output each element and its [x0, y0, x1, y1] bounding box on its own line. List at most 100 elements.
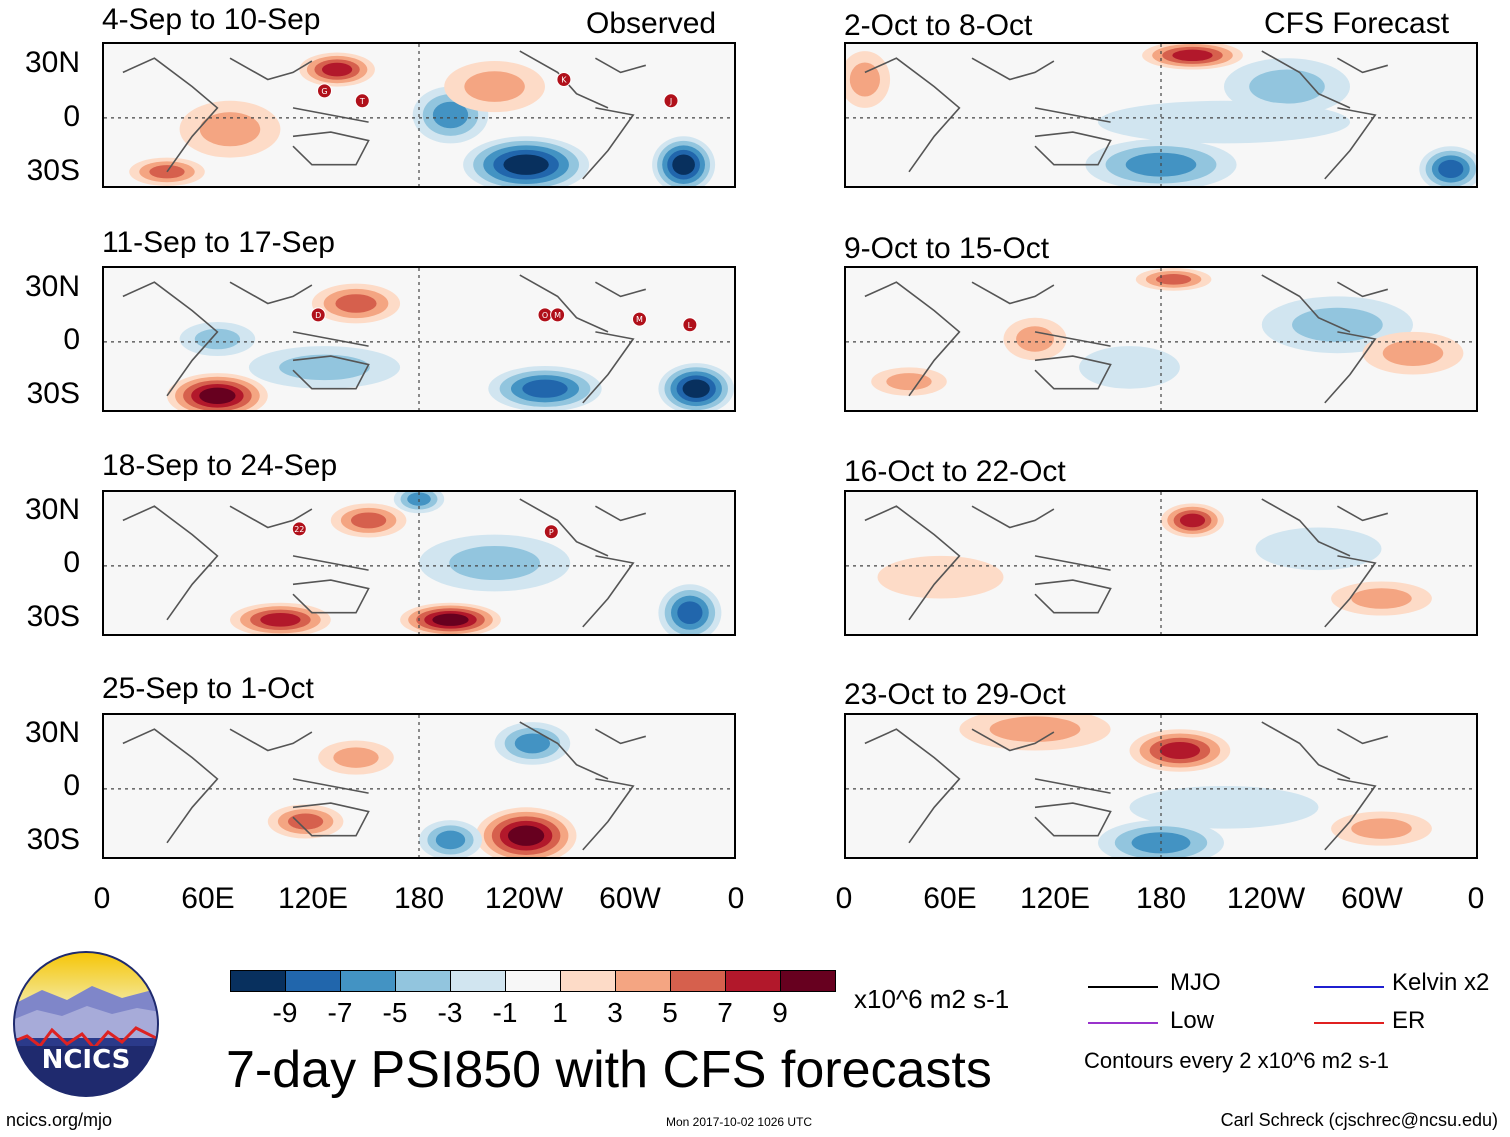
map-plot: [844, 713, 1478, 859]
storm-marker-icon: O: [537, 307, 553, 323]
x-tick-label: 120E: [277, 882, 349, 915]
storm-marker-icon: G: [317, 83, 332, 99]
storm-marker-icon: K: [556, 72, 572, 87]
x-tick-label: 60E: [181, 882, 235, 915]
anomaly-contour: [1129, 786, 1319, 829]
y-tick-label: 30N: [24, 46, 80, 79]
y-tick-label: 30S: [26, 600, 80, 633]
colorbar-swatch: [340, 970, 396, 992]
storm-marker-icon: D: [310, 307, 326, 323]
storm-marker-icon: 22: [291, 521, 307, 537]
storm-label: L: [688, 321, 693, 330]
page-title: 7-day PSI850 with CFS forecasts: [226, 1041, 992, 1099]
anomaly-contour: [287, 813, 324, 830]
anomaly-contour: [522, 379, 568, 398]
coastline: [122, 274, 647, 404]
anomaly-contour: [1016, 326, 1054, 352]
anomaly-contour: [1255, 527, 1382, 571]
anomaly-contour: [335, 294, 377, 313]
colorbar-swatch: [230, 970, 286, 992]
map-plot: [844, 490, 1478, 636]
y-tick-label: 0: [63, 100, 80, 133]
y-tick-label: 30S: [26, 154, 80, 187]
anomaly-contour: [1351, 588, 1412, 609]
storm-label: K: [561, 76, 567, 85]
colorbar-swatch: [560, 970, 616, 992]
colorbar-tick-label: -1: [492, 997, 518, 1028]
storm-label: P: [549, 528, 554, 537]
colorbar-tick-label: -5: [382, 997, 408, 1028]
panel-title: 2-Oct to 8-Oct: [844, 9, 1033, 42]
x-tick-label: 180: [1135, 882, 1187, 915]
footer-author: Carl Schreck (cjschrec@ncsu.edu): [1220, 1110, 1498, 1130]
anomaly-contour: [321, 62, 353, 77]
panel-title: 23-Oct to 29-Oct: [844, 678, 1066, 711]
anomaly-contour: [199, 387, 236, 404]
anomaly-contour: [1249, 69, 1325, 104]
anomaly-contour: [464, 71, 525, 102]
storm-label: J: [669, 97, 672, 106]
y-tick-label: 30N: [24, 270, 80, 303]
logo-text: NCICS: [42, 1045, 131, 1075]
colorbar-units: x10^6 m2 s-1: [854, 984, 1010, 1014]
x-tick-label: 0: [727, 882, 745, 915]
colorbar-tick-label: -9: [272, 997, 298, 1028]
x-tick-label: 180: [393, 882, 445, 915]
storm-label: T: [359, 97, 365, 106]
map-plot: [844, 266, 1478, 412]
colorbar-tick-label: 9: [772, 997, 788, 1028]
anomaly-contour: [279, 354, 370, 381]
colorbar-swatch: [285, 970, 341, 992]
map-plot: [844, 42, 1478, 188]
footer-url[interactable]: ncics.org/mjo: [6, 1110, 113, 1130]
colorbar-tick-label: 1: [552, 997, 568, 1028]
colorbar-swatch: [780, 970, 836, 992]
legend-label-low: Low: [1170, 1007, 1215, 1034]
storm-label: D: [315, 311, 321, 320]
storm-label: M: [554, 311, 561, 320]
anomaly-contour: [1179, 513, 1206, 528]
colorbar-swatch: [670, 970, 726, 992]
x-tick-label: 60E: [923, 882, 977, 915]
map-plot: [102, 713, 736, 859]
legend-label-kelvin: Kelvin x2: [1392, 969, 1490, 996]
colorbar-tick-label: 3: [607, 997, 623, 1028]
anomaly-contour: [886, 373, 932, 391]
anomaly-contour: [199, 112, 261, 147]
anomaly-contour: [260, 612, 301, 627]
panel-title: 16-Oct to 22-Oct: [844, 455, 1066, 488]
colorbar-tick-label: 5: [662, 997, 678, 1028]
colorbar-swatch: [505, 970, 561, 992]
y-tick-label: 30N: [24, 716, 80, 749]
storm-label: 22: [294, 525, 304, 534]
y-tick-label: 0: [63, 546, 80, 579]
x-tick-label: 60W: [599, 882, 661, 915]
panel-title: 18-Sep to 24-Sep: [102, 449, 338, 482]
anomaly-contour: [432, 101, 469, 129]
coastline: [122, 498, 647, 628]
anomaly-contour: [449, 545, 540, 581]
anomaly-contour: [1155, 274, 1192, 285]
anomaly-contour: [432, 613, 469, 626]
legend-label-er: ER: [1392, 1007, 1426, 1034]
y-tick-label: 0: [63, 769, 80, 802]
coastline: [122, 721, 647, 851]
anomaly-contour: [514, 733, 551, 754]
colorbar-swatch: [615, 970, 671, 992]
storm-marker-icon: T: [354, 93, 370, 109]
legend-line-kelvin: [1314, 986, 1384, 988]
anomaly-contour: [1159, 741, 1201, 760]
colorbar-swatch: [725, 970, 781, 992]
x-tick-label: 120W: [484, 882, 564, 915]
anomaly-contour: [1079, 346, 1180, 389]
anomaly-contour: [503, 154, 549, 175]
map-plot: G T K J: [102, 42, 736, 188]
anomaly-contour: [1351, 818, 1412, 839]
anomaly-contour: [435, 830, 466, 850]
forecast-label: CFS Forecast: [1264, 7, 1450, 40]
coastline: [864, 498, 1389, 628]
anomaly-contour: [507, 825, 545, 846]
legend-line-er: [1314, 1022, 1384, 1024]
coastline: [864, 50, 1389, 180]
